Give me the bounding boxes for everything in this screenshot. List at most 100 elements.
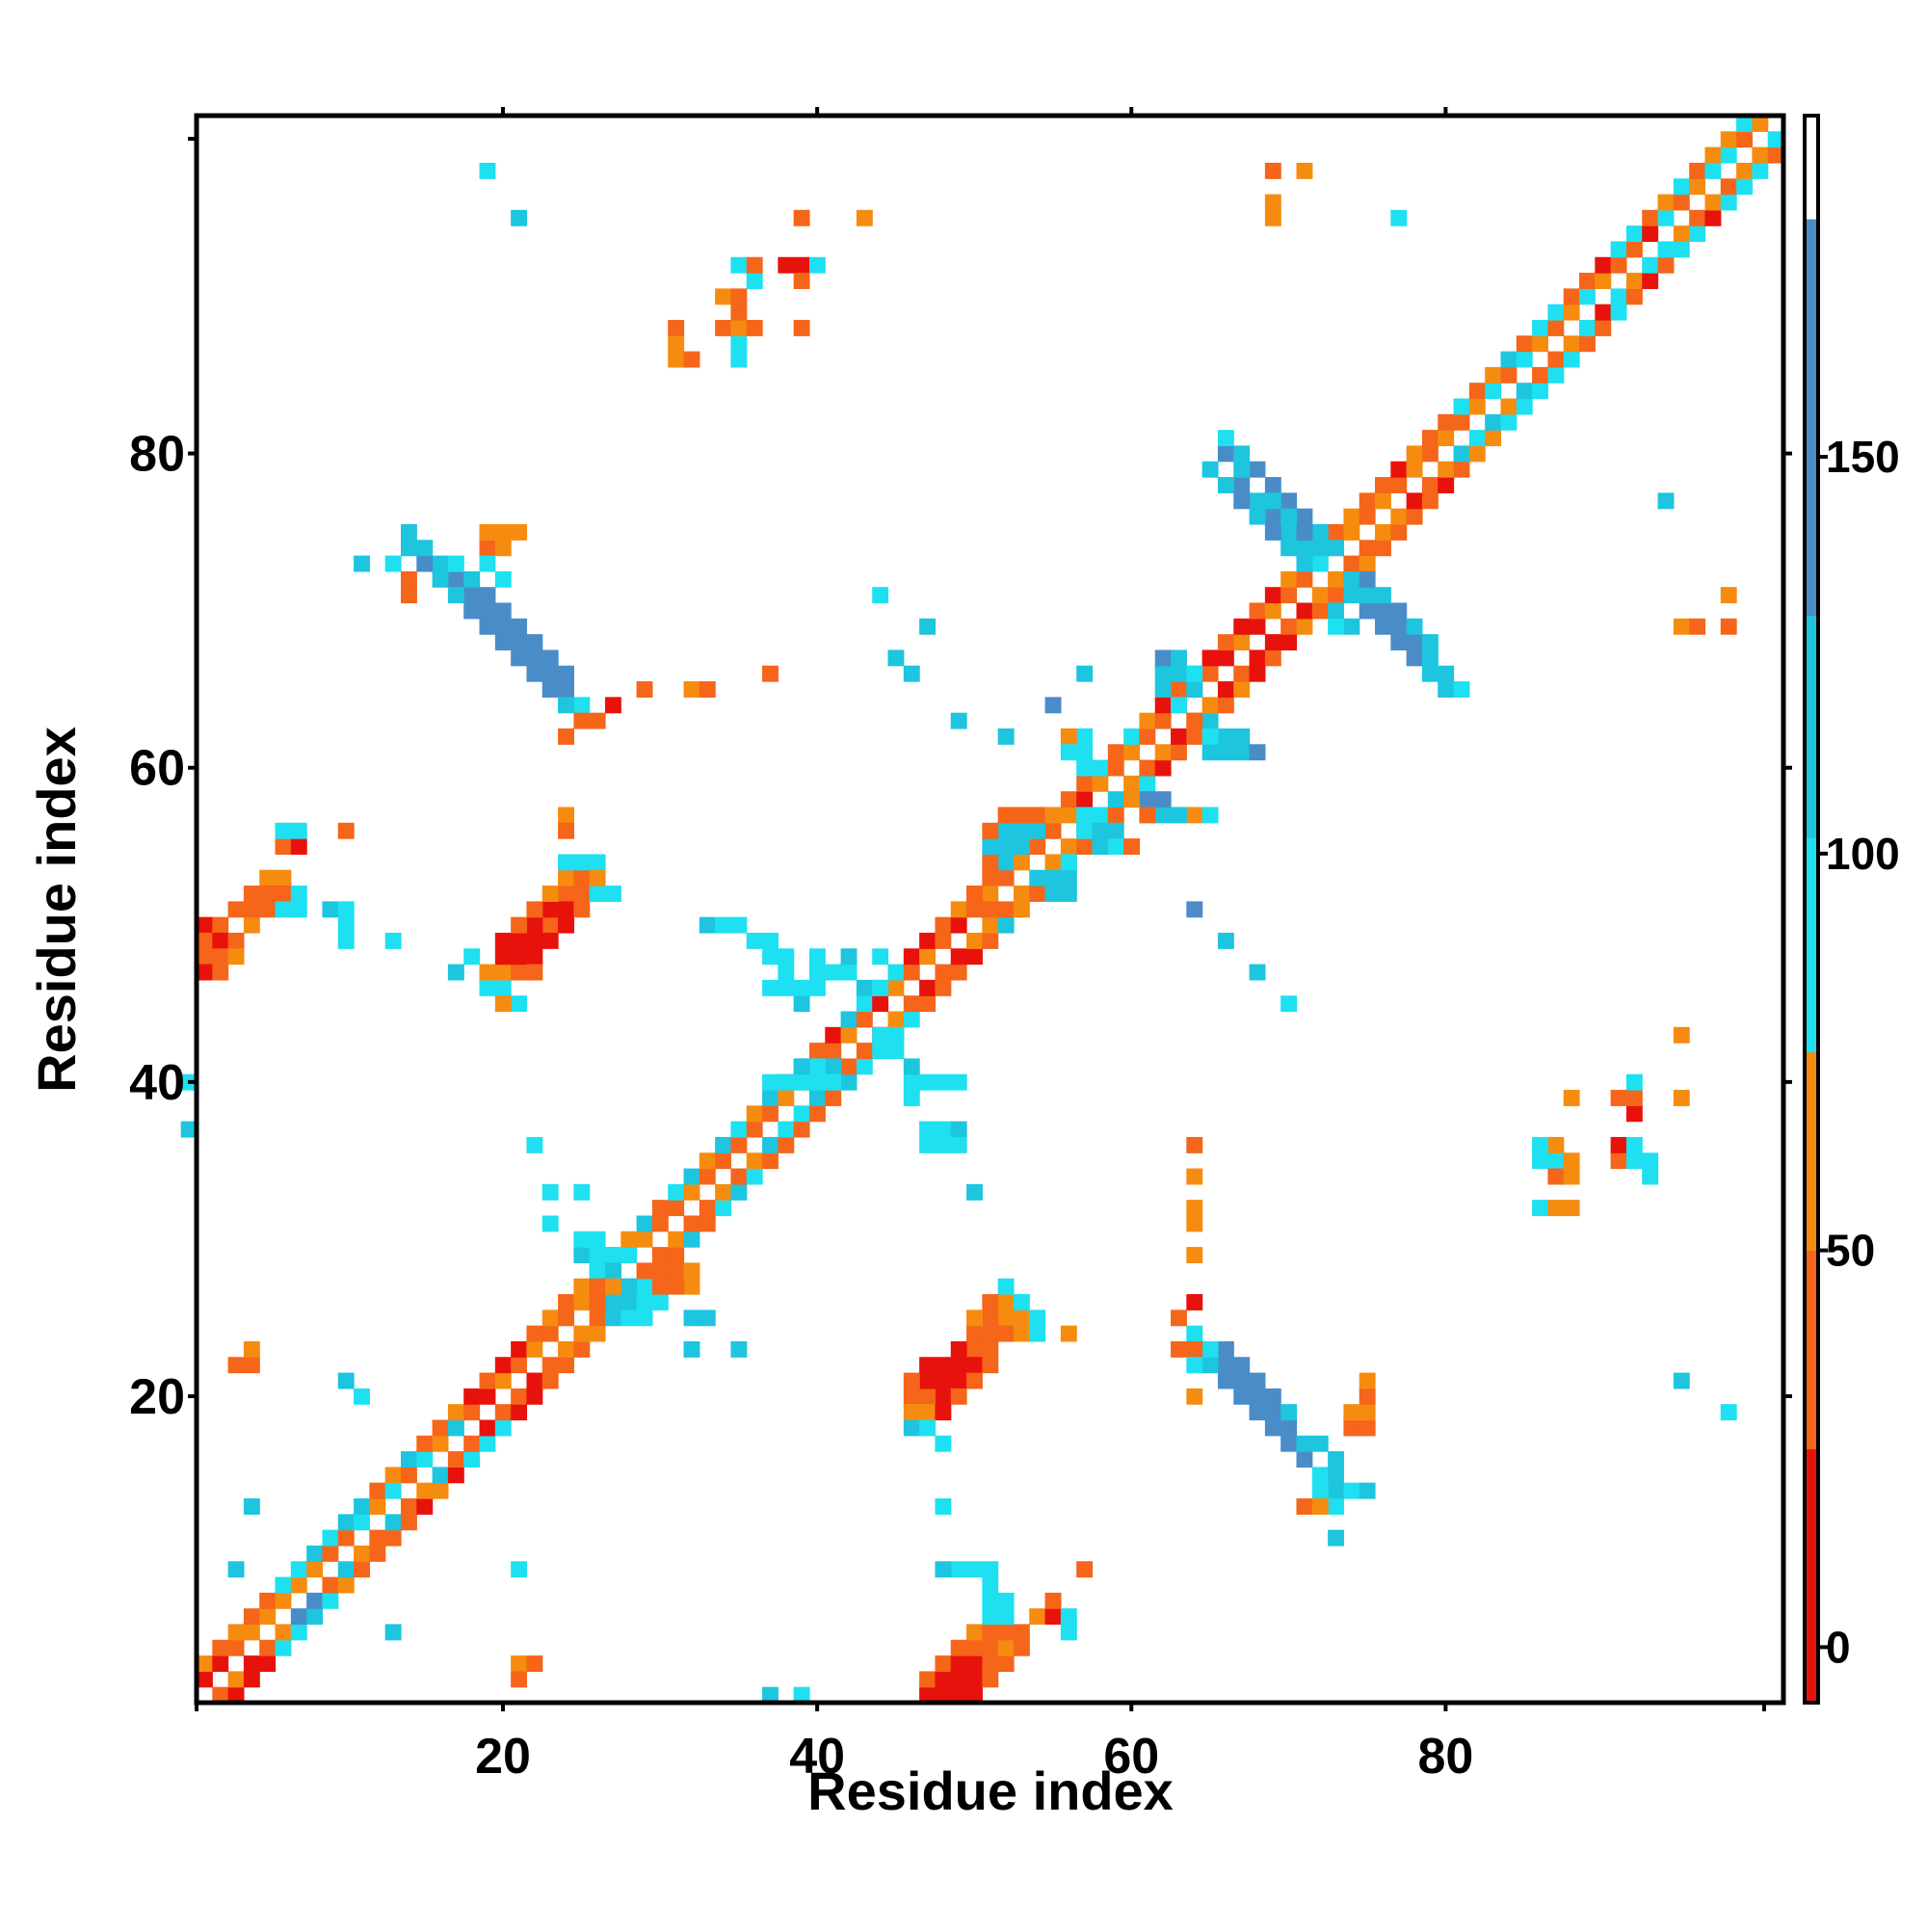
heatmap-cell bbox=[1767, 131, 1784, 148]
heatmap-cell bbox=[1013, 886, 1030, 902]
x-axis-title: Residue index bbox=[807, 1760, 1174, 1821]
heatmap-cell bbox=[541, 1215, 559, 1232]
heatmap-cell bbox=[1233, 461, 1251, 478]
heatmap-cell bbox=[1625, 1073, 1643, 1091]
heatmap-cell bbox=[919, 1671, 937, 1688]
heatmap-cell bbox=[337, 822, 355, 839]
heatmap-cell bbox=[1154, 759, 1172, 777]
heatmap-cell bbox=[354, 1388, 370, 1405]
heatmap-cell bbox=[494, 1404, 512, 1421]
heatmap-cell bbox=[227, 1624, 245, 1641]
heatmap-cell bbox=[1060, 807, 1077, 824]
heatmap-cell bbox=[793, 319, 810, 336]
heatmap-cell bbox=[683, 681, 700, 698]
heatmap-cell bbox=[935, 1073, 952, 1091]
heatmap-cell bbox=[432, 1482, 449, 1499]
heatmap-cell bbox=[354, 1545, 370, 1562]
heatmap-cell bbox=[243, 1608, 260, 1626]
heatmap-cell bbox=[1186, 1357, 1203, 1374]
heatmap-cell bbox=[1642, 1168, 1659, 1185]
heatmap-cell bbox=[903, 1011, 920, 1028]
heatmap-cell bbox=[699, 916, 716, 934]
heatmap-cell bbox=[982, 916, 999, 934]
heatmap-cell bbox=[1249, 744, 1266, 761]
heatmap-cell bbox=[243, 1655, 260, 1672]
heatmap-cell bbox=[903, 948, 920, 966]
heatmap-cell bbox=[966, 948, 983, 966]
heatmap-cell bbox=[1092, 838, 1109, 856]
heatmap-cell bbox=[699, 1200, 716, 1217]
heatmap-cell bbox=[1107, 822, 1124, 839]
heatmap-cell bbox=[1453, 445, 1470, 463]
heatmap-cell bbox=[1500, 351, 1518, 368]
heatmap-cell bbox=[950, 1561, 967, 1578]
heatmap-cell bbox=[950, 916, 967, 934]
heatmap-cell bbox=[526, 665, 543, 682]
heatmap-cell bbox=[1704, 162, 1722, 179]
heatmap-cell bbox=[354, 1514, 370, 1531]
heatmap-cell bbox=[1359, 602, 1376, 620]
heatmap-cell bbox=[919, 1357, 937, 1374]
heatmap-cell bbox=[1468, 445, 1486, 463]
heatmap-cell bbox=[1186, 1168, 1203, 1185]
heatmap-cell bbox=[416, 540, 434, 557]
heatmap-cell bbox=[1139, 791, 1156, 808]
heatmap-cell bbox=[1186, 901, 1203, 918]
heatmap-cell bbox=[997, 807, 1015, 824]
plot-frame bbox=[194, 113, 1786, 1706]
y-tick-label: 40 bbox=[129, 1055, 185, 1111]
heatmap-cell bbox=[1171, 697, 1187, 714]
heatmap-cell bbox=[935, 932, 952, 949]
heatmap-cell bbox=[1406, 492, 1423, 510]
heatmap-cell bbox=[1343, 555, 1360, 572]
heatmap-cell bbox=[1406, 508, 1423, 525]
heatmap-cell bbox=[1406, 445, 1423, 463]
heatmap-cell bbox=[511, 1671, 528, 1688]
heatmap-cell bbox=[762, 932, 779, 949]
heatmap-cell bbox=[683, 1231, 700, 1248]
heatmap-cell bbox=[935, 1435, 952, 1452]
heatmap-cell bbox=[1673, 241, 1690, 258]
heatmap-cell bbox=[1107, 838, 1124, 856]
heatmap-cell bbox=[997, 1655, 1015, 1672]
heatmap-cell bbox=[1421, 477, 1439, 493]
heatmap-cell bbox=[1625, 1136, 1643, 1153]
heatmap-cell bbox=[966, 1639, 983, 1656]
heatmap-cell bbox=[1123, 744, 1141, 761]
heatmap-cell bbox=[1704, 209, 1722, 226]
heatmap-cell bbox=[1438, 681, 1455, 698]
heatmap-cell bbox=[1076, 791, 1094, 808]
heatmap-cell bbox=[1264, 1419, 1281, 1437]
heatmap-cell bbox=[966, 1357, 983, 1374]
heatmap-cell bbox=[511, 916, 528, 934]
heatmap-cell bbox=[1311, 523, 1329, 541]
heatmap-cell bbox=[1233, 728, 1251, 745]
heatmap-cell bbox=[1390, 634, 1408, 651]
heatmap-cell bbox=[1060, 886, 1077, 902]
heatmap-cell bbox=[887, 649, 905, 667]
heatmap-cell bbox=[950, 1372, 967, 1389]
heatmap-cell bbox=[1186, 681, 1203, 698]
heatmap-cell bbox=[1201, 461, 1219, 478]
heatmap-cell bbox=[778, 1090, 795, 1106]
heatmap-cell bbox=[1280, 508, 1298, 525]
heatmap-cell bbox=[762, 979, 779, 996]
heatmap-cell bbox=[1390, 477, 1408, 493]
heatmap-cell bbox=[322, 1576, 339, 1594]
heatmap-cell bbox=[699, 1310, 716, 1327]
heatmap-cell bbox=[463, 948, 481, 966]
heatmap-cell bbox=[966, 1372, 983, 1389]
heatmap-cell bbox=[306, 1561, 324, 1578]
heatmap-cell bbox=[511, 948, 528, 966]
heatmap-cell bbox=[856, 1011, 873, 1028]
heatmap-cell bbox=[982, 901, 999, 918]
heatmap-cell bbox=[935, 1561, 952, 1578]
heatmap-cell bbox=[1154, 665, 1172, 682]
heatmap-cell bbox=[479, 1388, 496, 1405]
heatmap-cell bbox=[511, 1340, 528, 1358]
heatmap-cell bbox=[1264, 634, 1281, 651]
heatmap-cell bbox=[1217, 649, 1234, 667]
heatmap-cell bbox=[950, 712, 967, 729]
heatmap-cell bbox=[950, 1073, 967, 1091]
heatmap-cell bbox=[950, 1121, 967, 1138]
